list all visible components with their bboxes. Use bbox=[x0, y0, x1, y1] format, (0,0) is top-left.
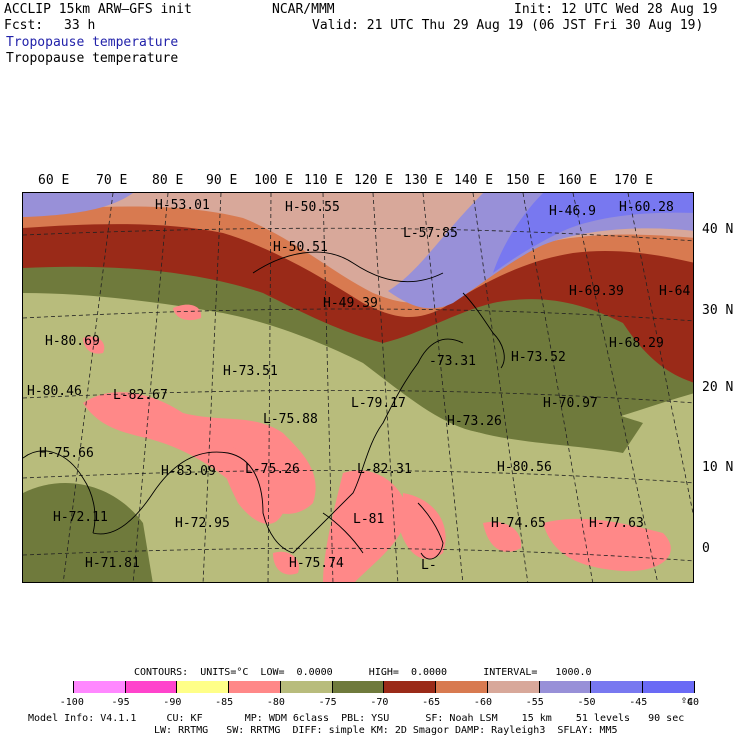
colorbar-tick-label: -50 bbox=[577, 697, 596, 708]
colorbar-tick-label: -45 bbox=[629, 697, 648, 708]
tropopause-temperature-map: H-53.01 H-50.55 H-50.51 L-57.85 H-46.9 H… bbox=[22, 192, 694, 583]
lat-label: 40 N bbox=[702, 222, 734, 237]
map-label: H-71.81 bbox=[85, 556, 140, 571]
map-label: H-83.09 bbox=[161, 464, 216, 479]
lon-label: 100 E bbox=[254, 173, 294, 188]
map-label: H-70.97 bbox=[543, 396, 598, 411]
colorbar-swatch bbox=[487, 681, 540, 693]
map-label: L-79.17 bbox=[351, 396, 406, 411]
map-label: H-74.65 bbox=[491, 516, 546, 531]
colorbar-tick-label: -85 bbox=[215, 697, 234, 708]
fcst-value: 33 h bbox=[64, 18, 96, 33]
map-label: L-57.85 bbox=[403, 226, 458, 241]
map-fill-layers bbox=[23, 193, 693, 582]
field-title-shaded: Tropopause temperature bbox=[6, 35, 179, 50]
model-title: ACCLIP 15km ARW–GFS init bbox=[4, 2, 192, 17]
field-title-contour: Tropopause temperature bbox=[6, 51, 179, 66]
colorbar-tick-label: -70 bbox=[370, 697, 389, 708]
map-label: L-75.88 bbox=[263, 412, 318, 427]
lat-label: 20 N bbox=[702, 380, 734, 395]
colorbar-swatch bbox=[643, 681, 695, 693]
colorbar-swatch bbox=[436, 681, 488, 693]
colorbar-swatch bbox=[332, 681, 385, 693]
map-label: L-81 bbox=[353, 512, 385, 527]
map-label: H-75.74 bbox=[289, 556, 344, 571]
lon-label: 150 E bbox=[506, 173, 546, 188]
map-label: H-73.51 bbox=[223, 364, 278, 379]
valid-time: Valid: 21 UTC Thu 29 Aug 19 (06 JST Fri … bbox=[312, 18, 704, 33]
map-label: -73.31 bbox=[429, 354, 476, 369]
map-label: H-53.01 bbox=[155, 198, 210, 213]
contours-info: CONTOURS: UNITS=°C LOW= 0.0000 HIGH= 0.0… bbox=[134, 667, 592, 678]
colorbar-swatch bbox=[229, 681, 281, 693]
model-info-line-1: Model Info: V4.1.1 CU: KF MP: WDM 6class… bbox=[28, 713, 685, 724]
colorbar-tick-label: -100 bbox=[59, 697, 84, 708]
colorbar-swatch bbox=[539, 681, 592, 693]
lon-label: 120 E bbox=[354, 173, 394, 188]
lat-label: 10 N bbox=[702, 460, 734, 475]
map-label: H-72.95 bbox=[175, 516, 230, 531]
colorbar-tick-label: -60 bbox=[473, 697, 492, 708]
colorbar-tick-label: -80 bbox=[266, 697, 285, 708]
map-label: H-75.66 bbox=[39, 446, 94, 461]
lon-label: 140 E bbox=[454, 173, 494, 188]
model-info-line-2: LW: RRTMG SW: RRTMG DIFF: simple KM: 2D … bbox=[154, 725, 618, 736]
lon-label: 170 E bbox=[614, 173, 654, 188]
lon-label: 60 E bbox=[38, 173, 70, 188]
colorbar-swatch bbox=[125, 681, 178, 693]
center-label: NCAR/MMM bbox=[272, 2, 335, 17]
map-label: L-75.26 bbox=[245, 462, 300, 477]
map-label: H-80.56 bbox=[497, 460, 552, 475]
fcst-label: Fcst: bbox=[4, 18, 44, 33]
colorbar-swatch bbox=[22, 681, 74, 693]
lon-label: 110 E bbox=[304, 173, 344, 188]
map-label: H-73.52 bbox=[511, 350, 566, 365]
colorbar-swatch bbox=[73, 681, 126, 693]
map-label: H-60.28 bbox=[619, 200, 674, 215]
lat-label: 30 N bbox=[702, 303, 734, 318]
colorbar-tick-label: -65 bbox=[422, 697, 441, 708]
map-label: H-73.26 bbox=[447, 414, 502, 429]
lon-label: 70 E bbox=[96, 173, 128, 188]
init-time: Init: 12 UTC Wed 28 Aug 19 bbox=[514, 2, 718, 17]
lon-label: 130 E bbox=[404, 173, 444, 188]
map-label: H-69.39 bbox=[569, 284, 624, 299]
map-label: H-80.69 bbox=[45, 334, 100, 349]
colorbar-tick-label: °C bbox=[681, 697, 694, 708]
lon-label: 80 E bbox=[152, 173, 184, 188]
colorbar-tick-label: -55 bbox=[525, 697, 544, 708]
lon-label: 160 E bbox=[558, 173, 598, 188]
map-label: H-49.39 bbox=[323, 296, 378, 311]
map-label: L-82.31 bbox=[357, 462, 412, 477]
map-label: H-80.46 bbox=[27, 384, 82, 399]
colorbar-swatch bbox=[591, 681, 644, 693]
map-label: H-77.63 bbox=[589, 516, 644, 531]
colorbar-swatch bbox=[280, 681, 333, 693]
map-label: H-64 bbox=[659, 284, 691, 299]
map-label: H-46.9 bbox=[549, 204, 596, 219]
map-label: H-68.29 bbox=[609, 336, 664, 351]
colorbar-tick-label: -95 bbox=[111, 697, 130, 708]
map-label: H-50.51 bbox=[273, 240, 328, 255]
map-label: H-72.11 bbox=[53, 510, 108, 525]
colorbar-tick-label: -40 bbox=[681, 697, 700, 708]
map-label: L- bbox=[421, 558, 437, 573]
map-label: L-82.67 bbox=[113, 388, 168, 403]
colorbar-tick-label: -90 bbox=[163, 697, 182, 708]
colorbar-swatch bbox=[384, 681, 437, 693]
colorbar-tick-label: -75 bbox=[318, 697, 337, 708]
lon-label: 90 E bbox=[206, 173, 238, 188]
lat-label: 0 bbox=[702, 541, 710, 556]
map-label: H-50.55 bbox=[285, 200, 340, 215]
colorbar-swatch bbox=[177, 681, 230, 693]
